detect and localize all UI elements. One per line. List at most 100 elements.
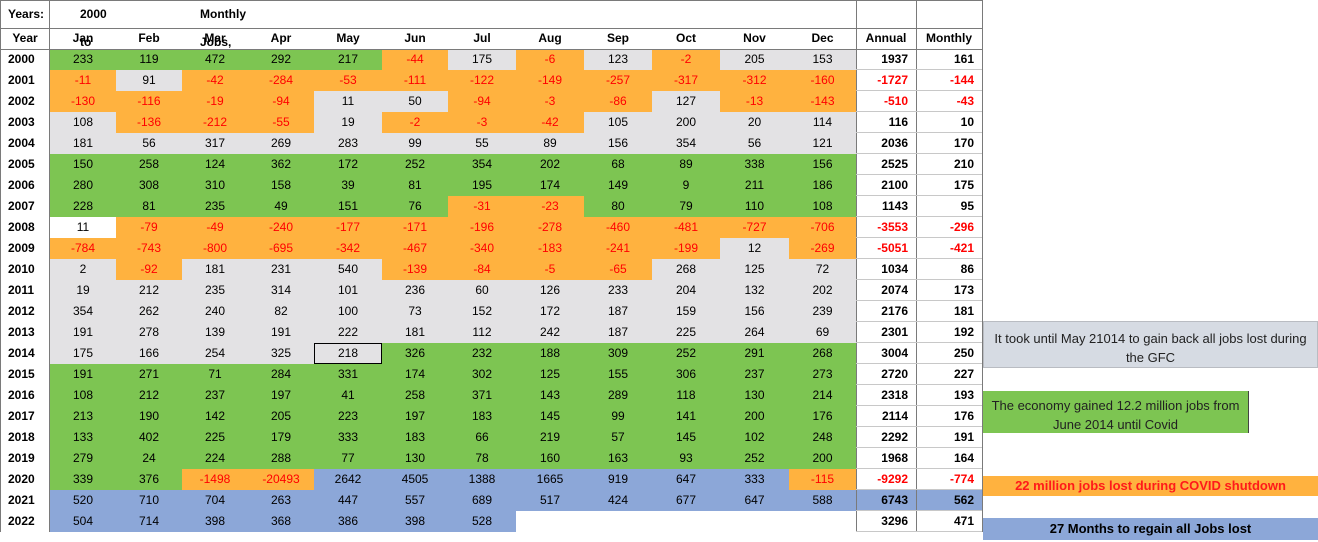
month-cell: 271	[116, 364, 182, 385]
month-cell: 339	[50, 469, 116, 490]
month-cell: -1498	[182, 469, 248, 490]
month-cell: 504	[50, 511, 116, 532]
month-cell: 151	[314, 196, 382, 217]
month-cell: 191	[50, 322, 116, 343]
monthly-average: 250	[953, 346, 974, 360]
month-cell: 11	[314, 91, 382, 112]
row-year: 2016	[8, 388, 35, 402]
monthly-average: 86	[960, 262, 974, 276]
month-cell: 204	[652, 280, 720, 301]
month-cell: 72	[789, 259, 856, 280]
month-cell: 242	[516, 322, 584, 343]
month-cell: 4505	[382, 469, 448, 490]
month-cell: -467	[382, 238, 448, 259]
month-cell: 528	[448, 511, 516, 532]
month-cell: 159	[652, 301, 720, 322]
column-header-may: May	[336, 31, 360, 45]
month-cell: 368	[248, 511, 314, 532]
monthly-average: 175	[953, 178, 974, 192]
annual-total: 3004	[881, 346, 908, 360]
month-cell: 172	[314, 154, 382, 175]
month-cell: 100	[314, 301, 382, 322]
month-cell: 292	[248, 49, 314, 70]
month-cell: 228	[50, 196, 116, 217]
month-cell: -257	[584, 70, 652, 91]
month-cell: -44	[382, 49, 448, 70]
row-divider	[856, 531, 982, 532]
column-header-oct: Oct	[675, 31, 696, 45]
month-cell: 108	[789, 196, 856, 217]
month-cell: -92	[116, 259, 182, 280]
month-cell: -706	[789, 217, 856, 238]
annual-total: 1968	[881, 451, 908, 465]
month-cell: -241	[584, 238, 652, 259]
month-cell: 212	[116, 280, 182, 301]
month-cell: 145	[652, 427, 720, 448]
month-cell: 1665	[516, 469, 584, 490]
month-cell: -79	[116, 217, 182, 238]
column-divider	[49, 0, 50, 532]
annual-total: 2292	[881, 430, 908, 444]
month-cell: -171	[382, 217, 448, 238]
month-cell: 181	[182, 259, 248, 280]
annual-total: 6743	[856, 490, 916, 511]
month-cell: 156	[720, 301, 789, 322]
row-divider	[856, 216, 982, 217]
row-divider	[856, 510, 982, 511]
month-cell: 174	[382, 364, 448, 385]
month-cell: 338	[720, 154, 789, 175]
annual-total: 116	[888, 115, 908, 129]
annual-total: -1727	[877, 73, 908, 87]
month-cell: 333	[314, 427, 382, 448]
month-cell: 191	[248, 322, 314, 343]
month-cell: 235	[182, 196, 248, 217]
month-cell: 124	[182, 154, 248, 175]
monthly-average: -144	[949, 73, 974, 87]
month-cell: 213	[50, 406, 116, 427]
column-header-mar: Mar	[204, 31, 226, 45]
month-cell: 133	[50, 427, 116, 448]
selected-cell[interactable]	[314, 343, 382, 364]
month-cell: 39	[314, 175, 382, 196]
gfc-note: It took until May 21014 to gain back all…	[983, 321, 1318, 368]
month-cell: 291	[720, 343, 789, 364]
column-header-apr: Apr	[270, 31, 292, 45]
row-year: 2015	[8, 367, 35, 381]
row-year: 2013	[8, 325, 35, 339]
row-year: 2010	[8, 262, 35, 276]
column-header-dec: Dec	[811, 31, 834, 45]
month-cell: 130	[382, 448, 448, 469]
month-cell: 280	[50, 175, 116, 196]
annual-total: -9292	[877, 472, 908, 486]
month-cell: 263	[248, 490, 314, 511]
month-cell: 9	[652, 175, 720, 196]
month-cell: 225	[182, 427, 248, 448]
monthly-average: 192	[953, 325, 974, 339]
row-year: 2014	[8, 346, 35, 360]
monthly-average: 164	[953, 451, 974, 465]
row-divider	[856, 279, 982, 280]
month-cell: 212	[116, 385, 182, 406]
month-cell: 398	[182, 511, 248, 532]
month-cell: 252	[382, 154, 448, 175]
month-cell: 114	[789, 112, 856, 133]
month-cell: 188	[516, 343, 584, 364]
month-cell: 99	[584, 406, 652, 427]
month-cell: -143	[789, 91, 856, 112]
covid-note: 22 million jobs lost during COVID shutdo…	[983, 476, 1318, 496]
month-cell: -149	[516, 70, 584, 91]
month-cell: 102	[720, 427, 789, 448]
month-cell: 57	[584, 427, 652, 448]
month-cell: -3	[448, 112, 516, 133]
regain-note: 27 Months to regain all Jobs lost	[983, 518, 1318, 540]
month-cell: 202	[516, 154, 584, 175]
monthly-average: 227	[953, 367, 974, 381]
month-cell: 181	[50, 133, 116, 154]
month-cell: 317	[182, 133, 248, 154]
column-header-jun: Jun	[404, 31, 426, 45]
month-cell: 101	[314, 280, 382, 301]
month-cell	[516, 511, 584, 532]
row-year: 2012	[8, 304, 35, 318]
month-cell: -278	[516, 217, 584, 238]
row-year: 2022	[8, 514, 35, 528]
